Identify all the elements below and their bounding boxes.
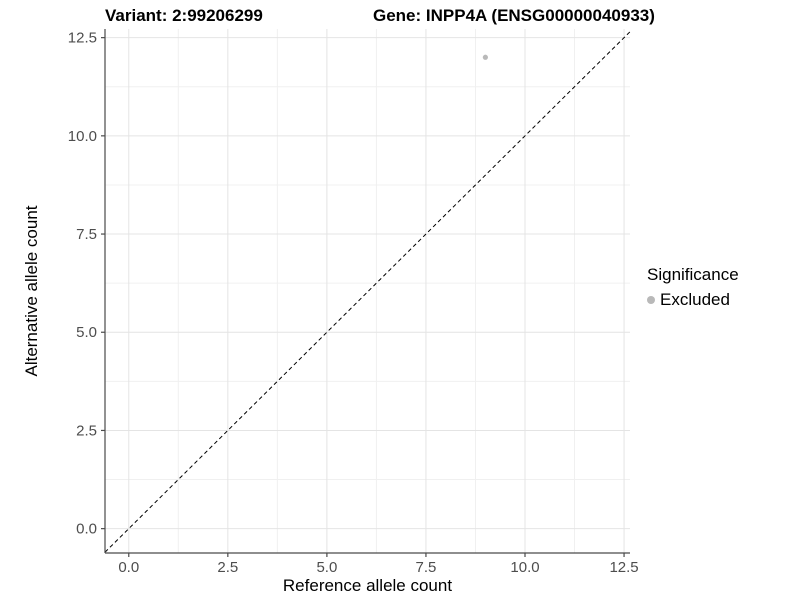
x-tick-label: 10.0 <box>510 559 539 576</box>
legend-item-excluded: Excluded <box>647 290 739 310</box>
y-tick-label: 7.5 <box>76 226 97 243</box>
identity-line <box>104 31 631 553</box>
data-point <box>482 54 488 60</box>
x-tick-label: 5.0 <box>316 559 337 576</box>
plot-title-gene: Gene: INPP4A (ENSG00000040933) <box>373 6 655 25</box>
x-tick-label: 2.5 <box>217 559 238 576</box>
plot-title-variant: Variant: 2:99206299 <box>105 6 263 25</box>
y-tick-label: 0.0 <box>76 521 97 538</box>
y-tick-label: 5.0 <box>76 324 97 341</box>
legend: Significance Excluded <box>647 265 739 310</box>
legend-title: Significance <box>647 265 739 284</box>
legend-point-icon <box>647 296 655 304</box>
x-tick-label: 0.0 <box>118 559 139 576</box>
y-tick-label: 12.5 <box>68 30 97 47</box>
y-tick-label: 10.0 <box>68 128 97 145</box>
y-tick-label: 2.5 <box>76 422 97 439</box>
y-axis-title: Alternative allele count <box>22 205 41 377</box>
x-axis-title: Reference allele count <box>282 576 453 595</box>
legend-item-label: Excluded <box>660 290 730 309</box>
x-tick-label: 12.5 <box>609 559 638 576</box>
x-tick-label: 7.5 <box>416 559 437 576</box>
